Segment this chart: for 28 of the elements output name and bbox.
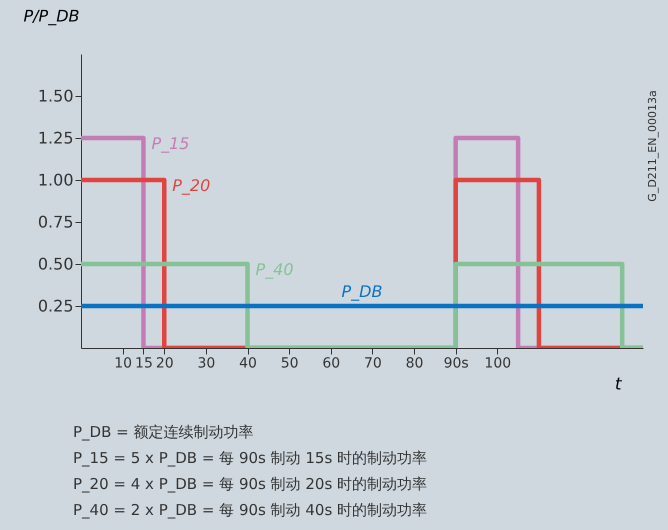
series-label: P_15 xyxy=(151,134,190,153)
y-tick-label: 1.25 xyxy=(38,128,74,148)
x-tick-label: 70 xyxy=(364,356,382,372)
x-axis-title: t xyxy=(614,374,623,394)
text: P_DB = 额定连续制动功率 xyxy=(73,423,254,441)
series-label: P_40 xyxy=(256,260,294,279)
x-tick-label: 30 xyxy=(197,356,216,372)
x-tick-label: 90s xyxy=(444,356,469,372)
y-tick-label: 1.00 xyxy=(38,170,74,190)
x-tick-label: 15 xyxy=(135,356,153,372)
text: P_20 = 4 x P_DB = 每 90s 制动 20s 时的制动功率 xyxy=(73,475,428,493)
y-tick-label: 0.75 xyxy=(38,212,74,232)
y-axis-title: P/P_DB xyxy=(24,6,80,26)
y-tick-label: 0.25 xyxy=(38,296,74,316)
x-tick-label: 100 xyxy=(484,356,512,372)
y-tick-label: 0.50 xyxy=(38,254,74,274)
x-tick-label: 80 xyxy=(406,356,424,372)
x-tick-label: 50 xyxy=(280,356,299,372)
x-tick-label: 60 xyxy=(322,356,340,372)
x-tick-label: 10 xyxy=(114,356,132,372)
text: G_D211_EN_00013a xyxy=(646,90,659,202)
text: P_15 = 5 x P_DB = 每 90s 制动 15s 时的制动功率 xyxy=(73,449,428,467)
y-tick-label: 1.50 xyxy=(38,86,74,106)
series-label: P_DB xyxy=(342,282,382,301)
series-label: P_20 xyxy=(172,176,210,195)
text: P_40 = 2 x P_DB = 每 90s 制动 40s 时的制动功率 xyxy=(73,501,428,519)
x-tick-label: 20 xyxy=(156,356,174,372)
x-tick-label: 40 xyxy=(239,356,257,372)
